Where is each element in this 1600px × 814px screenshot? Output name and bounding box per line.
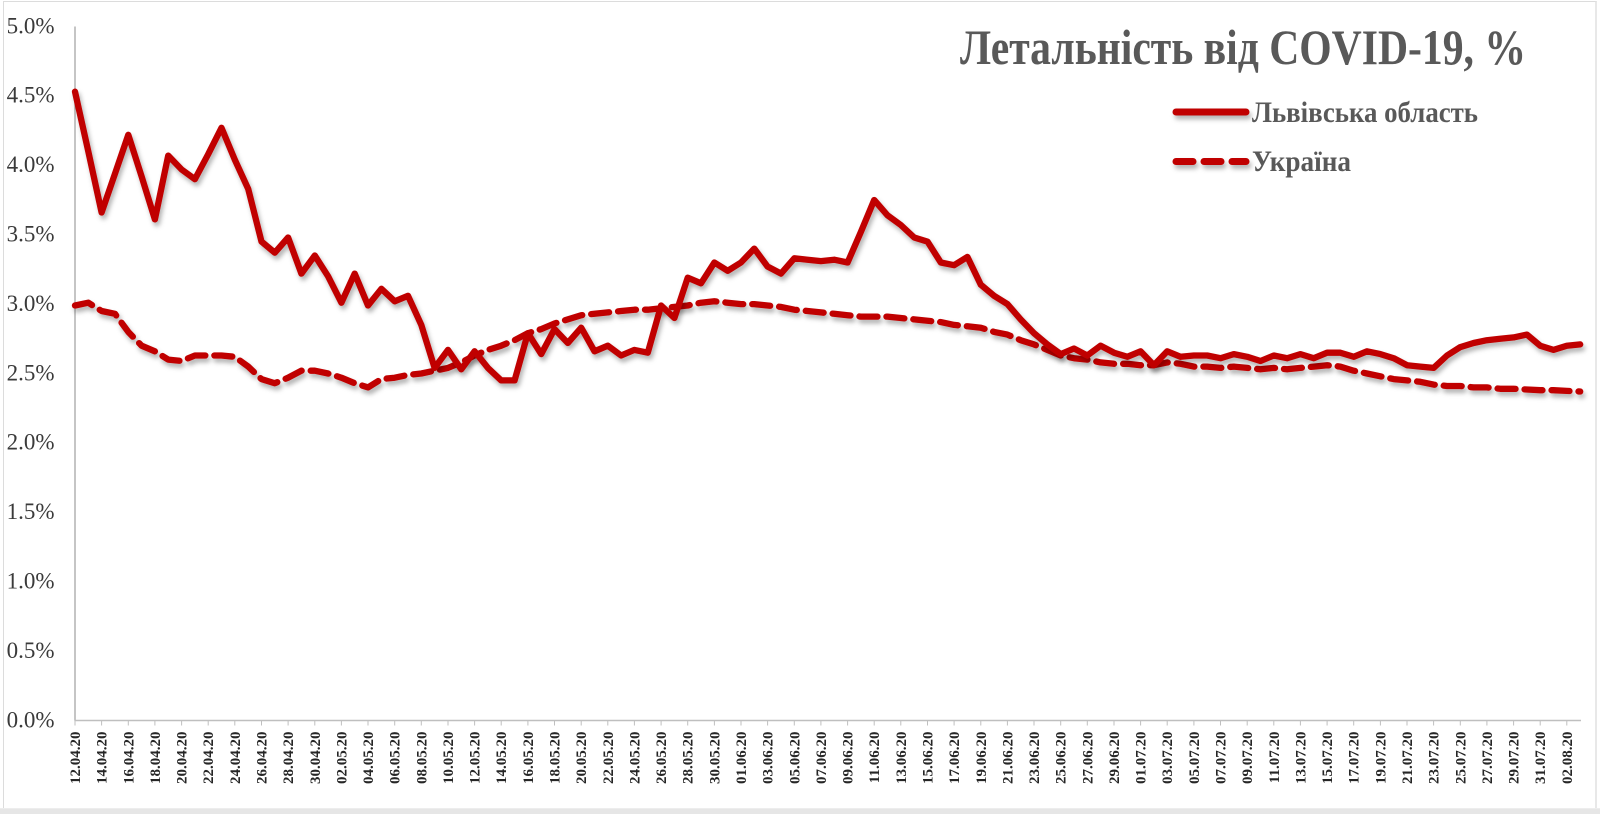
svg-text:3.5%: 3.5% [7, 221, 55, 246]
svg-text:0.0%: 0.0% [7, 707, 55, 732]
svg-text:01.06.20: 01.06.20 [734, 732, 750, 785]
svg-text:Україна: Україна [1252, 145, 1351, 178]
svg-text:11.07.20: 11.07.20 [1267, 732, 1283, 784]
svg-text:20.04.20: 20.04.20 [175, 732, 191, 785]
svg-text:26.04.20: 26.04.20 [255, 732, 271, 785]
svg-text:05.06.20: 05.06.20 [787, 732, 803, 785]
svg-text:07.07.20: 07.07.20 [1214, 732, 1230, 785]
svg-text:28.04.20: 28.04.20 [281, 732, 297, 785]
svg-text:19.06.20: 19.06.20 [974, 732, 990, 785]
svg-text:24.05.20: 24.05.20 [627, 732, 643, 785]
svg-text:26.05.20: 26.05.20 [654, 732, 670, 785]
svg-text:4.5%: 4.5% [7, 83, 55, 108]
svg-text:Летальність від COVID-19, %: Летальність від COVID-19, % [960, 19, 1526, 75]
svg-text:15.06.20: 15.06.20 [921, 732, 937, 785]
svg-text:Львівська область: Львівська область [1252, 96, 1478, 129]
svg-text:01.07.20: 01.07.20 [1134, 732, 1150, 785]
svg-text:15.07.20: 15.07.20 [1320, 732, 1336, 785]
svg-text:27.07.20: 27.07.20 [1480, 732, 1496, 785]
svg-text:10.05.20: 10.05.20 [441, 732, 457, 785]
svg-text:14.05.20: 14.05.20 [494, 732, 510, 785]
svg-text:19.07.20: 19.07.20 [1373, 732, 1389, 785]
svg-text:13.07.20: 13.07.20 [1293, 732, 1309, 785]
svg-text:21.07.20: 21.07.20 [1400, 732, 1416, 785]
svg-text:27.06.20: 27.06.20 [1080, 732, 1096, 785]
svg-text:3.0%: 3.0% [7, 291, 55, 316]
svg-text:12.04.20: 12.04.20 [68, 732, 84, 785]
svg-text:16.05.20: 16.05.20 [521, 732, 537, 785]
svg-text:11.06.20: 11.06.20 [867, 732, 883, 784]
svg-text:02.05.20: 02.05.20 [334, 732, 350, 785]
svg-text:22.05.20: 22.05.20 [601, 732, 617, 785]
svg-text:17.06.20: 17.06.20 [947, 732, 963, 785]
svg-text:12.05.20: 12.05.20 [468, 732, 484, 785]
svg-text:03.07.20: 03.07.20 [1160, 732, 1176, 785]
svg-text:29.07.20: 29.07.20 [1507, 732, 1523, 785]
svg-text:0.5%: 0.5% [7, 638, 55, 663]
svg-text:18.05.20: 18.05.20 [548, 732, 564, 785]
svg-text:14.04.20: 14.04.20 [95, 732, 111, 785]
svg-text:30.05.20: 30.05.20 [707, 732, 723, 785]
svg-text:2.5%: 2.5% [7, 360, 55, 385]
svg-text:18.04.20: 18.04.20 [148, 732, 164, 785]
svg-text:5.0%: 5.0% [7, 13, 55, 38]
svg-text:05.07.20: 05.07.20 [1187, 732, 1203, 785]
svg-text:25.06.20: 25.06.20 [1054, 732, 1070, 785]
svg-text:1.0%: 1.0% [7, 568, 55, 593]
svg-text:09.07.20: 09.07.20 [1240, 732, 1256, 785]
svg-text:02.08.20: 02.08.20 [1560, 732, 1576, 785]
svg-text:23.06.20: 23.06.20 [1027, 732, 1043, 785]
svg-text:03.06.20: 03.06.20 [761, 732, 777, 785]
svg-text:17.07.20: 17.07.20 [1347, 732, 1363, 785]
svg-text:16.04.20: 16.04.20 [121, 732, 137, 785]
svg-text:06.05.20: 06.05.20 [388, 732, 404, 785]
svg-text:21.06.20: 21.06.20 [1000, 732, 1016, 785]
svg-text:30.04.20: 30.04.20 [308, 732, 324, 785]
svg-text:13.06.20: 13.06.20 [894, 732, 910, 785]
svg-text:4.0%: 4.0% [7, 152, 55, 177]
svg-text:07.06.20: 07.06.20 [814, 732, 830, 785]
svg-text:20.05.20: 20.05.20 [574, 732, 590, 785]
svg-text:2.0%: 2.0% [7, 430, 55, 455]
svg-text:22.04.20: 22.04.20 [201, 732, 217, 785]
svg-text:29.06.20: 29.06.20 [1107, 732, 1123, 785]
svg-text:1.5%: 1.5% [7, 499, 55, 524]
svg-text:04.05.20: 04.05.20 [361, 732, 377, 785]
svg-text:09.06.20: 09.06.20 [841, 732, 857, 785]
svg-text:25.07.20: 25.07.20 [1453, 732, 1469, 785]
svg-text:31.07.20: 31.07.20 [1533, 732, 1549, 785]
svg-text:24.04.20: 24.04.20 [228, 732, 244, 785]
svg-text:28.05.20: 28.05.20 [681, 732, 697, 785]
svg-text:23.07.20: 23.07.20 [1427, 732, 1443, 785]
svg-text:08.05.20: 08.05.20 [414, 732, 430, 785]
